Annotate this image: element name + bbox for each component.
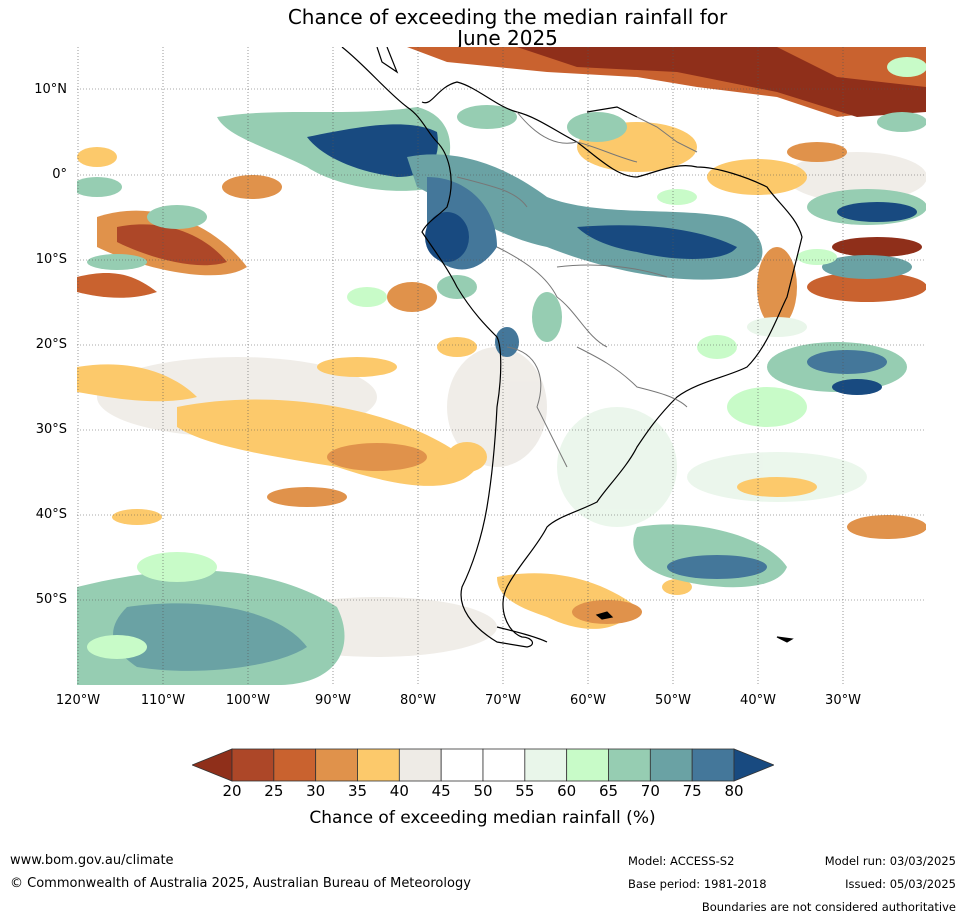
colorbar-swatch bbox=[691, 748, 735, 782]
lat-label-10s: 10°S bbox=[35, 252, 67, 267]
lon-label-30w: 30°W bbox=[825, 693, 861, 708]
lat-label-20s: 20°S bbox=[35, 337, 67, 352]
colorbar-swatch bbox=[649, 748, 693, 782]
lat-label-30s: 30°S bbox=[35, 422, 67, 437]
lon-label-90w: 90°W bbox=[315, 693, 351, 708]
lon-label-100w: 100°W bbox=[225, 693, 271, 708]
colorbar-swatch bbox=[231, 748, 275, 782]
colorbar-tick-label: 70 bbox=[640, 782, 660, 800]
base-period-text: Base period: 1981-2018 bbox=[628, 877, 767, 891]
colorbar-over-arrow bbox=[733, 748, 774, 782]
colorbar-tick-label: 80 bbox=[724, 782, 744, 800]
colorbar-tick-label: 25 bbox=[264, 782, 284, 800]
rainfall-map bbox=[77, 47, 926, 685]
copyright-text: © Commonwealth of Australia 2025, Austra… bbox=[10, 876, 471, 891]
lat-label-0: 0° bbox=[52, 167, 67, 182]
lon-label-50w: 50°W bbox=[655, 693, 691, 708]
wet-anomaly-layer bbox=[77, 57, 926, 685]
country-borders bbox=[456, 111, 698, 468]
rainfall-map-canvas bbox=[77, 47, 926, 685]
colorbar bbox=[192, 748, 774, 782]
colorbar-tick-label: 20 bbox=[222, 782, 242, 800]
lat-label-10n: 10°N bbox=[34, 82, 67, 97]
colorbar-tick-label: 40 bbox=[389, 782, 409, 800]
colorbar-tick-label: 55 bbox=[515, 782, 535, 800]
colorbar-swatch bbox=[608, 748, 651, 782]
lat-label-50s: 50°S bbox=[35, 592, 67, 607]
colorbar-swatch bbox=[524, 748, 568, 782]
colorbar-swatch bbox=[357, 748, 400, 782]
colorbar-swatch bbox=[398, 748, 442, 782]
colorbar-tick-label: 65 bbox=[598, 782, 619, 800]
colorbar-tick-label: 50 bbox=[473, 782, 493, 800]
lon-label-40w: 40°W bbox=[740, 693, 776, 708]
disclaimer-text: Boundaries are not considered authoritat… bbox=[701, 900, 956, 914]
colorbar-swatch bbox=[315, 748, 358, 782]
map-title-line-2: June 2025 bbox=[457, 26, 558, 50]
colorbar-swatch bbox=[273, 748, 317, 782]
colorbar-label: Chance of exceeding median rainfall (%) bbox=[309, 808, 656, 828]
lon-label-80w: 80°W bbox=[400, 693, 436, 708]
lon-label-110w: 110°W bbox=[140, 693, 186, 708]
colorbar-tick-label: 30 bbox=[306, 782, 326, 800]
lat-label-40s: 40°S bbox=[35, 507, 67, 522]
model-run-text: Model run: 03/03/2025 bbox=[824, 854, 956, 868]
lon-label-120w: 120°W bbox=[55, 693, 101, 708]
colorbar-swatch bbox=[482, 748, 526, 782]
graticule bbox=[77, 47, 926, 685]
map-title-line-1: Chance of exceeding the median rainfall … bbox=[287, 5, 728, 29]
colorbar-under-arrow bbox=[192, 748, 233, 782]
colorbar-swatch bbox=[566, 748, 609, 782]
website-link[interactable]: www.bom.gov.au/climate bbox=[10, 853, 174, 868]
lon-label-70w: 70°W bbox=[485, 693, 521, 708]
lon-label-60w: 60°W bbox=[570, 693, 606, 708]
colorbar-tick-label: 35 bbox=[347, 782, 368, 800]
colorbar-tick-label: 75 bbox=[682, 782, 702, 800]
model-text: Model: ACCESS-S2 bbox=[628, 854, 735, 868]
colorbar-tick-label: 45 bbox=[431, 782, 451, 800]
coastline bbox=[341, 47, 803, 648]
colorbar-tick-label: 60 bbox=[557, 782, 577, 800]
colorbar-swatch bbox=[440, 748, 484, 782]
issued-text: Issued: 05/03/2025 bbox=[845, 877, 956, 891]
